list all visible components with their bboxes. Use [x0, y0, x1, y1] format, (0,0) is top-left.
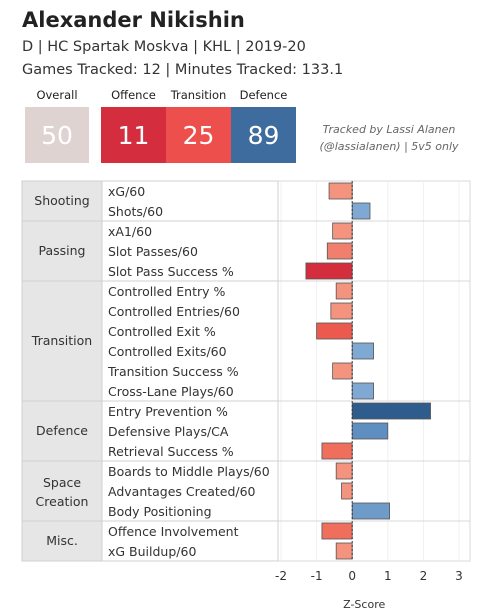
category-cell [21, 220, 103, 282]
metric-label: Slot Passes/60 [108, 244, 198, 259]
category-cell [21, 280, 103, 402]
zscore-bar [305, 262, 353, 280]
metric-label-cell [101, 220, 279, 282]
zscore-bar [351, 202, 371, 220]
metric-label: xA1/60 [108, 224, 152, 239]
x-tick-label: -2 [275, 569, 287, 583]
category-cell [21, 400, 103, 462]
metric-label: Controlled Entries/60 [108, 304, 240, 319]
metric-label: Retrieval Success % [108, 444, 234, 459]
x-tick-label: 2 [420, 569, 428, 583]
metric-label: Entry Prevention % [108, 404, 228, 419]
zscore-bar [330, 302, 353, 320]
zscore-bar [335, 542, 353, 560]
metric-label: Slot Pass Success % [108, 264, 234, 279]
x-tick-label: 1 [384, 569, 392, 583]
metric-label: Transition Success % [107, 364, 239, 379]
zscore-bar [335, 282, 353, 300]
category-label: Shooting [34, 193, 89, 208]
transition-rating-box: 25 [166, 107, 231, 163]
metric-label: xG/60 [108, 184, 145, 199]
zscore-bar [332, 362, 353, 380]
metric-label: Defensive Plays/CA [108, 424, 229, 439]
defence-rating-box: 89 [231, 107, 296, 163]
x-tick-label: 0 [348, 569, 356, 583]
zscore-bar [351, 342, 374, 360]
zscore-bar [321, 442, 353, 460]
zscore-bar [351, 422, 389, 440]
metric-label-cell [101, 400, 279, 462]
metric-label: Controlled Exit % [108, 324, 216, 339]
metric-label: Controlled Exits/60 [108, 344, 227, 359]
metric-label-cell [101, 280, 279, 402]
overall-rating-box: 50 [25, 107, 89, 163]
zscore-bar [328, 182, 353, 200]
zscore-bar [341, 482, 353, 500]
zscore-bar [351, 382, 374, 400]
x-tick-label: 3 [455, 569, 463, 583]
overall-label: Overall [36, 88, 78, 102]
metric-label-cell [101, 180, 279, 222]
offence-label: Offence [111, 88, 156, 102]
metric-label: Advantages Created/60 [108, 484, 256, 499]
x-axis-label: Z-Score [343, 598, 385, 611]
tracked-summary: Games Tracked: 12 | Minutes Tracked: 133… [22, 62, 344, 78]
category-label: Defence [36, 423, 88, 438]
credit-line-1: Tracked by Lassi Alanen [322, 123, 456, 136]
metric-label: Shots/60 [108, 204, 163, 219]
credit-note: Tracked by Lassi Alanen (@lassialanen) |… [300, 121, 478, 155]
plot-frame [277, 180, 471, 562]
metric-label: Offence Involvement [108, 524, 239, 539]
zscore-bar [332, 222, 353, 240]
metric-label-cell [101, 520, 279, 562]
metric-label: Body Positioning [108, 504, 212, 519]
zscore-bar [351, 402, 431, 420]
zscore-bar [326, 242, 353, 260]
transition-label: Transition [170, 88, 227, 102]
category-cell [21, 180, 103, 222]
metric-label-cell [101, 460, 279, 522]
zscore-bar [335, 462, 353, 480]
player-name: Alexander Nikishin [22, 8, 245, 32]
metric-label: Boards to Middle Plays/60 [108, 464, 270, 479]
metric-label: Cross-Lane Plays/60 [108, 384, 234, 399]
category-label: Space Creation [36, 475, 89, 509]
category-label: Misc. [46, 533, 78, 548]
metric-label: Controlled Entry % [108, 284, 225, 299]
offence-rating-box: 11 [101, 107, 166, 163]
defence-label: Defence [239, 88, 288, 102]
category-label: Passing [39, 243, 86, 258]
x-tick-label: -1 [311, 569, 323, 583]
category-label: Transition [31, 333, 92, 348]
credit-line-2: (@lassialanen) | 5v5 only [319, 140, 459, 153]
category-cell [21, 460, 103, 522]
category-cell [21, 520, 103, 562]
metric-label: xG Buildup/60 [108, 544, 196, 559]
player-subtitle: D | HC Spartak Moskva | KHL | 2019-20 [22, 39, 306, 55]
zscore-bar [316, 322, 353, 340]
zscore-bar [351, 502, 390, 520]
zscore-bar [321, 522, 353, 540]
